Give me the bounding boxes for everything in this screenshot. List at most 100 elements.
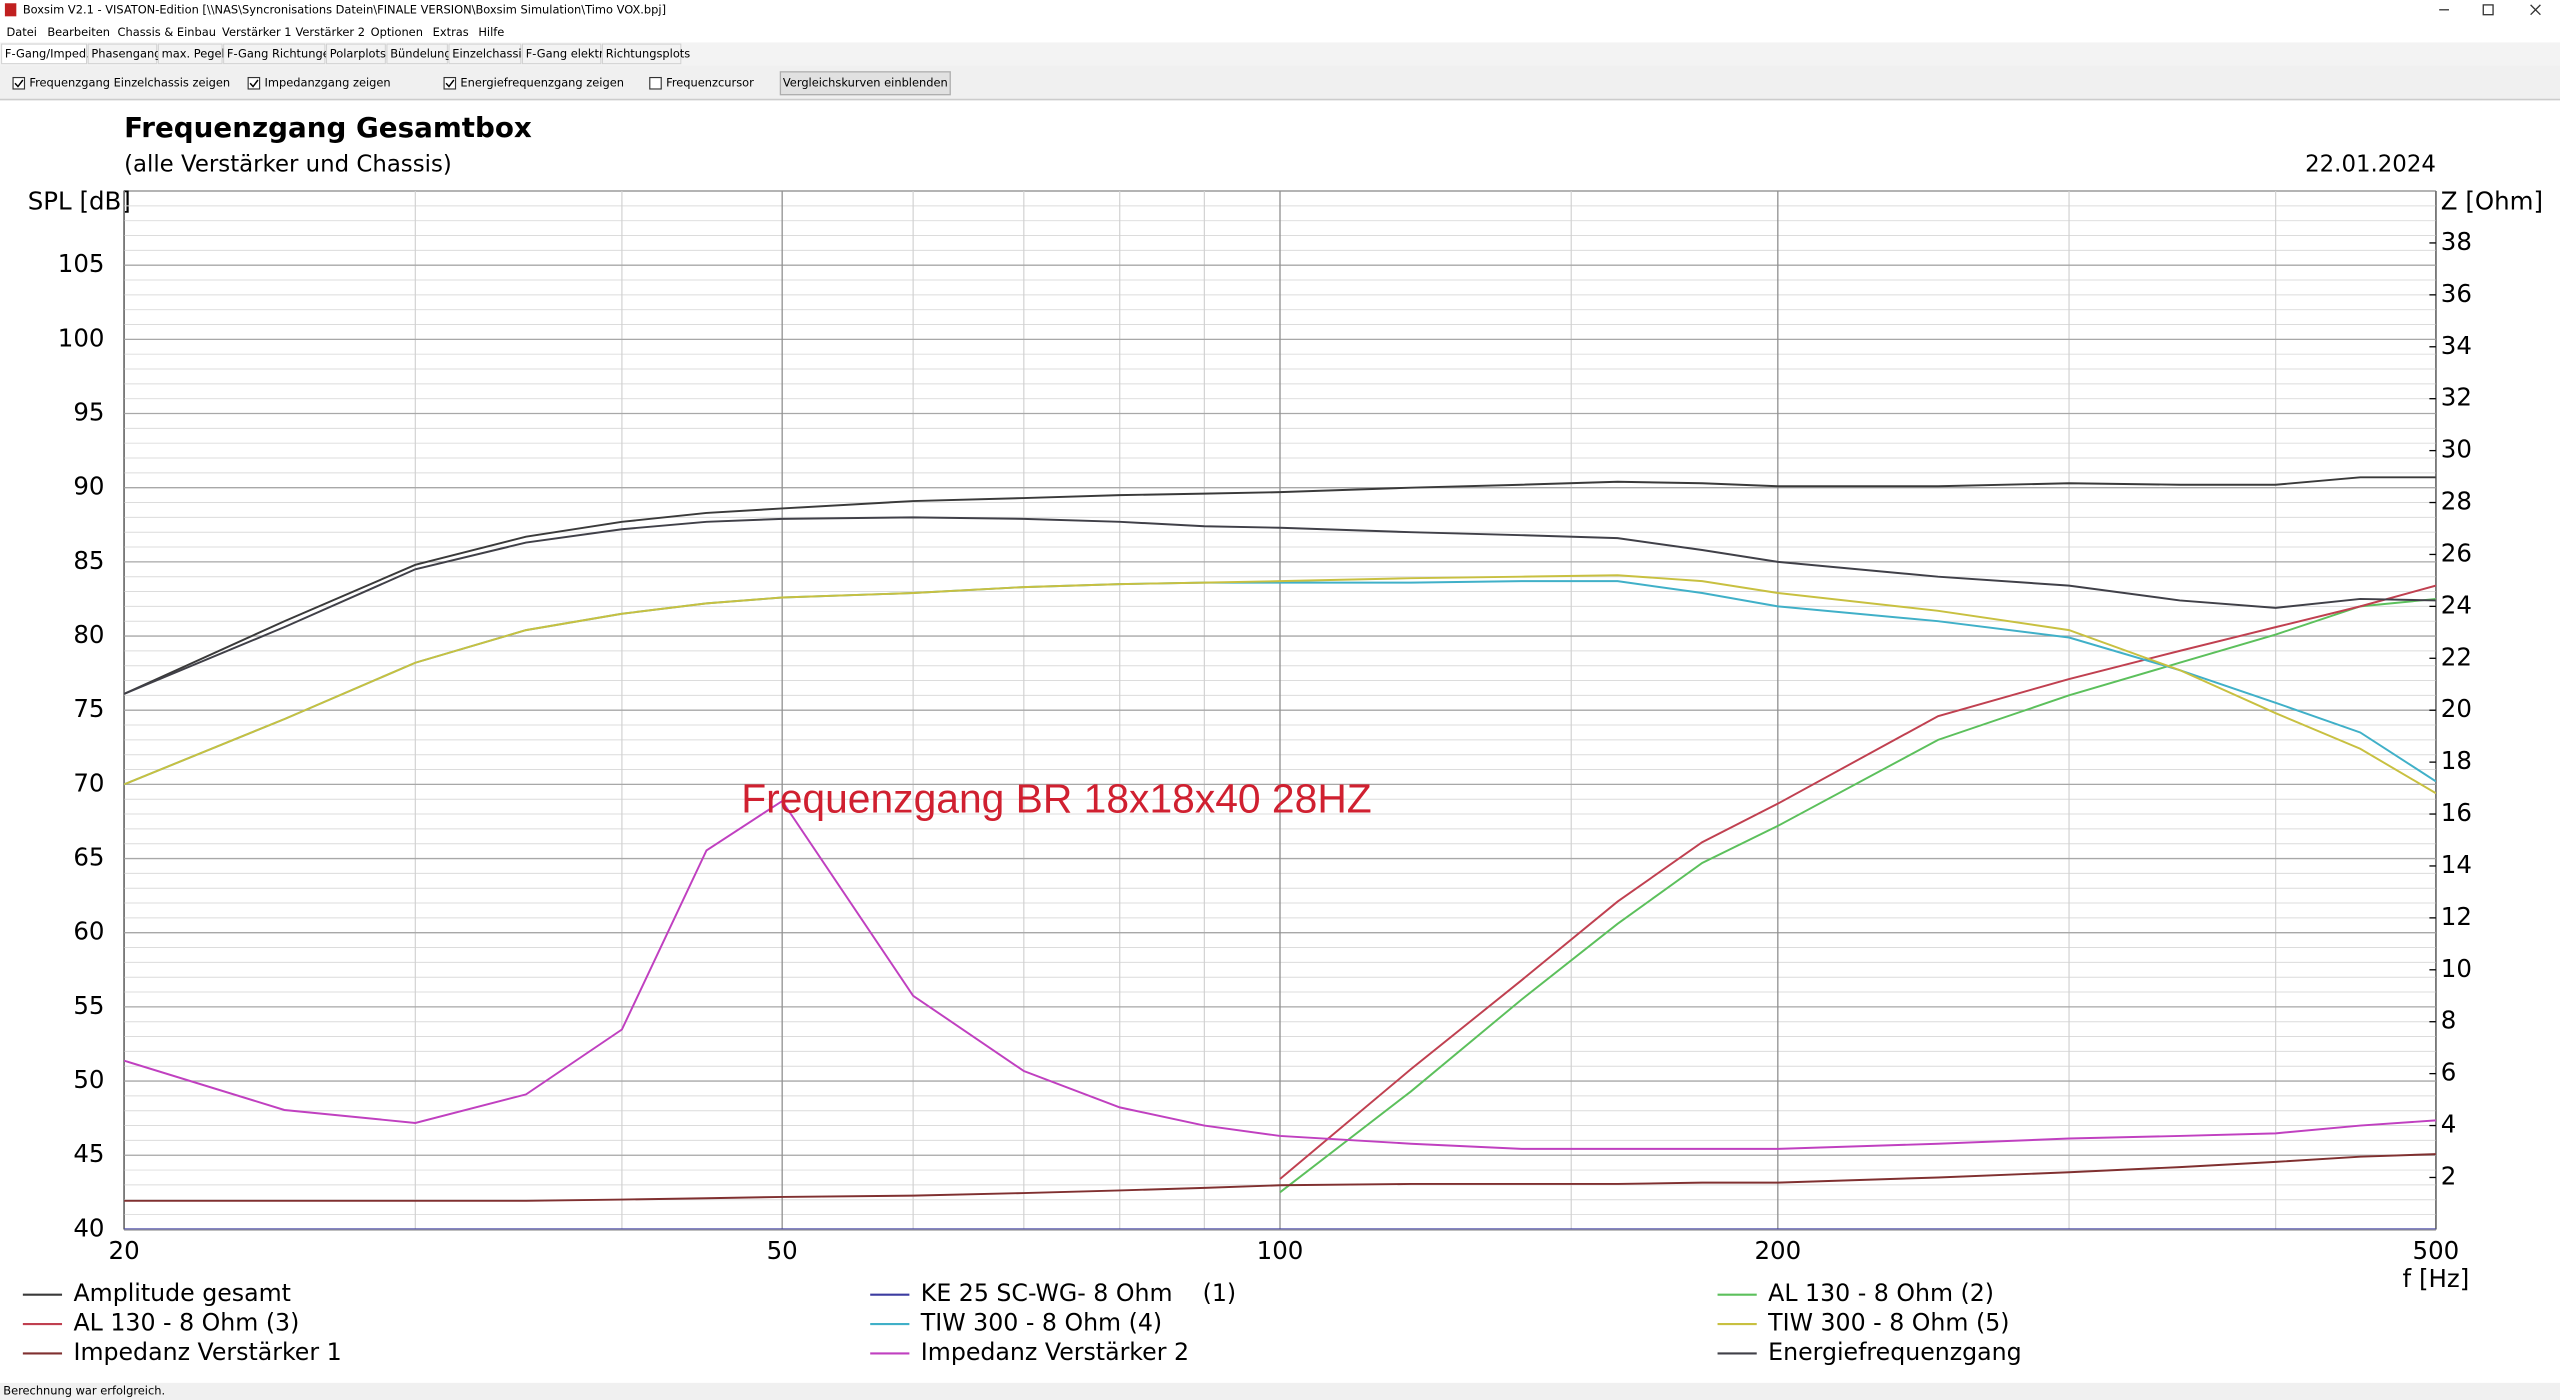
menu-item[interactable]: Chassis & Einbau	[118, 25, 216, 39]
y2-tick-label: 4	[2441, 1110, 2457, 1139]
y2-tick-label: 8	[2441, 1006, 2457, 1035]
y2-tick-label: 10	[2441, 954, 2472, 983]
y-tick-label: 65	[73, 843, 104, 872]
tab-label[interactable]: Bündelung	[390, 46, 451, 60]
toolbar	[0, 65, 2560, 100]
legend-label: Impedanz Verstärker 1	[73, 1338, 341, 1366]
y2-tick-label: 24	[2441, 590, 2472, 619]
y-tick-label: 85	[73, 546, 104, 575]
date: 22.01.2024	[2305, 151, 2436, 177]
y-tick-label: 60	[73, 917, 104, 946]
y2-tick-label: 20	[2441, 694, 2472, 723]
grid	[123, 191, 2437, 1231]
checkbox-label[interactable]: Energiefrequenzgang zeigen	[460, 76, 624, 90]
y-tick-label: 40	[73, 1213, 104, 1242]
y-tick-label: 75	[73, 694, 104, 723]
tab-label[interactable]: Einzelchassis	[452, 46, 527, 60]
tab[interactable]	[448, 43, 522, 65]
button-label[interactable]: Vergleichskurven einblenden	[783, 76, 948, 90]
tab-label[interactable]: F-Gang/Imped.	[5, 46, 90, 60]
series-line	[124, 476, 2436, 695]
menu-item[interactable]: Datei	[7, 25, 37, 39]
y-tick-label: 105	[58, 249, 105, 278]
y2-tick-label: 34	[2441, 331, 2472, 360]
legend-label: Energiefrequenzgang	[1768, 1338, 2022, 1366]
tab-label[interactable]: Richtungsplots	[606, 46, 691, 60]
x-axis-label: f [Hz]	[2403, 1264, 2470, 1293]
y-tick-label: 70	[73, 768, 104, 797]
checkbox[interactable]	[443, 76, 457, 90]
y2-tick-label: 26	[2441, 538, 2472, 567]
tab[interactable]	[157, 43, 223, 65]
menu-item[interactable]: Verstärker 1	[222, 25, 292, 39]
legend-label: TIW 300 - 8 Ohm (4)	[920, 1309, 1162, 1337]
checkbox-label[interactable]: Frequenzgang Einzelchassis zeigen	[29, 76, 230, 90]
tab[interactable]	[1, 43, 88, 65]
checkbox-label[interactable]: Impedanzgang zeigen	[264, 76, 390, 90]
series-line	[1279, 584, 2436, 1180]
y2-tick-label: 14	[2441, 850, 2472, 879]
checkmark	[249, 79, 259, 88]
y2-tick-label: 18	[2441, 746, 2472, 775]
tab[interactable]	[223, 43, 326, 65]
x-tick-label: 100	[1257, 1236, 1304, 1265]
button[interactable]	[779, 71, 951, 96]
y2-tick-label: 38	[2441, 227, 2472, 256]
tab[interactable]	[326, 43, 386, 65]
x-tick-label: 50	[767, 1236, 798, 1265]
y2-tick-label: 2	[2441, 1161, 2457, 1190]
legend-label: Amplitude gesamt	[73, 1279, 290, 1307]
y2-tick-label: 16	[2441, 798, 2472, 827]
tab-label[interactable]: max. Pegel	[162, 46, 225, 60]
legend-label: Impedanz Verstärker 2	[921, 1338, 1189, 1366]
tab-label[interactable]: Phasengang	[91, 46, 161, 60]
series-line	[1279, 597, 2436, 1194]
y-axis-label: SPL [dB]	[28, 186, 131, 215]
checkmark	[445, 79, 455, 88]
legend-label: AL 130 - 8 Ohm (2)	[1768, 1279, 1994, 1307]
menu-item[interactable]: Extras	[433, 25, 469, 39]
checkbox-label[interactable]: Frequenzcursor	[666, 76, 754, 90]
tab-label[interactable]: Polarplots	[330, 46, 386, 60]
y-tick-label: 45	[73, 1139, 104, 1168]
window-controls[interactable]	[2439, 4, 2541, 16]
y2-tick-label: 6	[2441, 1058, 2457, 1087]
window-title: Boxsim V2.1 - VISATON-Edition [\\NAS\Syn…	[23, 2, 666, 16]
menu-item[interactable]: Bearbeiten	[47, 25, 110, 39]
y-tick-label: 80	[73, 620, 104, 649]
y2-tick-label: 28	[2441, 487, 2472, 516]
legend-label: AL 130 - 8 Ohm (3)	[73, 1309, 299, 1337]
tab-label[interactable]: F-Gang elektr.	[526, 46, 607, 60]
chart-title: Frequenzgang Gesamtbox	[124, 111, 532, 144]
checkbox[interactable]	[649, 76, 662, 90]
tab-label[interactable]: F-Gang Richtungen	[227, 46, 337, 60]
y-tick-label: 100	[58, 323, 105, 352]
x-tick-label: 20	[109, 1236, 140, 1265]
series-line	[124, 516, 2436, 695]
series-line	[124, 574, 2436, 795]
y2-axis-label: Z [Ohm]	[2441, 186, 2543, 215]
checkmark	[14, 79, 24, 88]
x-tick-label: 200	[1754, 1236, 1801, 1265]
y2-tick-label: 32	[2441, 383, 2472, 412]
series-line	[124, 799, 2436, 1150]
tab[interactable]	[601, 43, 682, 65]
menu-item[interactable]: Verstärker 2	[296, 25, 366, 39]
tab[interactable]	[521, 43, 602, 65]
menu-item[interactable]: Optionen	[371, 25, 423, 39]
legend-label: TIW 300 - 8 Ohm (5)	[1767, 1309, 2009, 1337]
checkbox[interactable]	[12, 76, 26, 90]
annotation: Frequenzgang BR 18x18x40 28HZ	[741, 775, 1371, 821]
series-lines	[124, 476, 2436, 1230]
tab[interactable]	[87, 43, 158, 65]
tab[interactable]	[386, 43, 448, 65]
x-tick-label: 500	[2413, 1236, 2460, 1265]
y2-tick-label: 30	[2441, 435, 2472, 464]
status-text: Berechnung war erfolgreich.	[3, 1384, 165, 1398]
y-tick-label: 90	[73, 472, 104, 501]
menu-item[interactable]: Hilfe	[478, 25, 504, 39]
series-line	[124, 1153, 2436, 1202]
checkbox[interactable]	[247, 76, 261, 90]
app-icon	[4, 3, 17, 17]
